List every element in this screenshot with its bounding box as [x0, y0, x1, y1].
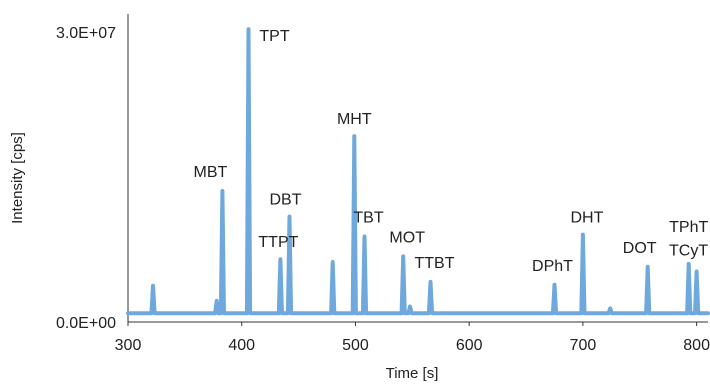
y-tick-label: 3.0E+07 [56, 25, 116, 42]
y-tick-label: 0.0E+00 [56, 315, 116, 332]
x-tick-label: 700 [570, 337, 597, 354]
peak-label: TPT [259, 28, 289, 45]
peak-label: DHT [570, 210, 603, 227]
x-tick-label: 400 [228, 337, 255, 354]
x-tick-label: 300 [115, 337, 142, 354]
peak-label: DPhT [532, 258, 573, 275]
peak-label: TBT [353, 210, 383, 227]
x-axis-title: Time [s] [386, 365, 439, 382]
peak-label: DBT [270, 192, 302, 209]
peak-label: TTBT [415, 255, 455, 272]
peak-label: MBT [194, 164, 228, 181]
peak-label: TTPT [258, 234, 298, 251]
x-tick-group: 300 400 500 600 700 800 [115, 322, 710, 354]
y-axis-title: Intensity [cps] [9, 132, 26, 224]
peak-label: MOT [389, 229, 425, 246]
peak-label: MHT [337, 111, 372, 128]
x-tick-label: 600 [456, 337, 483, 354]
y-tick-group: 0.0E+00 3.0E+07 [56, 25, 116, 332]
chromatogram-trace [126, 27, 710, 316]
x-tick-label: 800 [683, 337, 710, 354]
peak-label-group: MBT TPT TTPT DBT MHT TBT MOT TTBT DPhT DHT DOT TPhT… [194, 28, 709, 275]
x-tick-label: 500 [342, 337, 369, 354]
peak-label: TCyT [669, 243, 708, 260]
peak-label: DOT [623, 240, 657, 257]
peak-label: TPhT [669, 219, 708, 236]
